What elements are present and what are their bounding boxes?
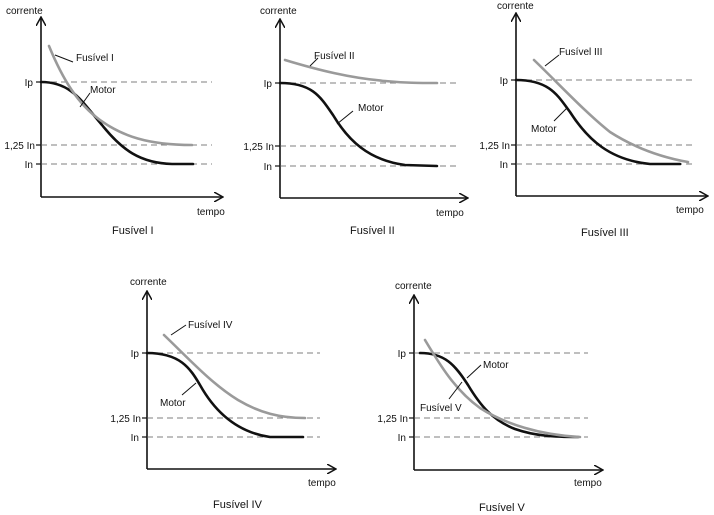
fuse-label: Fusível III xyxy=(559,47,602,58)
caption: Fusível IV xyxy=(213,499,263,511)
in125-label: 1,25 In xyxy=(479,141,510,152)
y-axis-label: corrente xyxy=(497,1,534,12)
y-axis-label: corrente xyxy=(395,281,432,292)
ip-label: Ip xyxy=(398,349,407,360)
motor-leader xyxy=(553,107,568,122)
x-axis-label: tempo xyxy=(676,205,704,216)
caption: Fusível III xyxy=(581,227,629,239)
motor-curve xyxy=(145,351,305,439)
fuse-label: Fusível V xyxy=(420,403,462,414)
caption: Fusível I xyxy=(112,225,154,237)
in125-label: 1,25 In xyxy=(110,414,141,425)
fuse-leader xyxy=(544,54,560,67)
motor-leader xyxy=(466,364,482,379)
motor-label: Motor xyxy=(90,85,116,96)
fuse-curve xyxy=(423,338,582,439)
fuse-curve xyxy=(162,333,307,420)
ip-label: Ip xyxy=(25,78,34,89)
x-axis-label: tempo xyxy=(436,208,464,219)
y-axis-label: corrente xyxy=(260,6,297,17)
caption: Fusível II xyxy=(350,225,395,237)
in125-label: 1,25 In xyxy=(243,142,274,153)
fuse-leader xyxy=(170,324,187,336)
motor-leader xyxy=(181,382,197,396)
panel-fusivel-5: corrente Ip 1,25 In In tempo Fusível V M… xyxy=(377,281,602,514)
motor-curve xyxy=(514,78,682,166)
motor-label: Motor xyxy=(483,360,509,371)
ip-label: Ip xyxy=(264,79,273,90)
fuse-curve xyxy=(47,44,194,147)
in-label: In xyxy=(25,160,33,171)
y-axis-label: corrente xyxy=(6,6,43,17)
y-axis-label: corrente xyxy=(130,277,167,288)
fuse-curve xyxy=(532,58,690,164)
caption: Fusível V xyxy=(479,502,526,514)
motor-curve xyxy=(278,81,439,168)
fuse-label: Fusível I xyxy=(76,53,114,64)
fuse-leader xyxy=(448,381,463,400)
motor-label: Motor xyxy=(531,124,557,135)
x-axis-label: tempo xyxy=(197,207,225,218)
fuse-label: Fusível II xyxy=(314,51,355,62)
panel-fusivel-1: corrente Ip 1,25 In In tempo Fusível I M… xyxy=(4,6,225,237)
panel-fusivel-2: corrente Ip 1,25 In In tempo Fusível II … xyxy=(243,6,467,237)
motor-label: Motor xyxy=(358,103,384,114)
motor-label: Motor xyxy=(160,398,186,409)
fuse-label: Fusível IV xyxy=(188,320,233,331)
panel-fusivel-4: corrente Ip 1,25 In In tempo Fusível IV … xyxy=(110,277,336,511)
in125-label: 1,25 In xyxy=(377,414,408,425)
motor-leader xyxy=(336,110,354,125)
in-label: In xyxy=(131,433,139,444)
fuse-leader xyxy=(309,57,319,67)
fuse-curve xyxy=(283,58,439,85)
x-axis-label: tempo xyxy=(574,478,602,489)
ip-label: Ip xyxy=(131,349,140,360)
x-axis-label: tempo xyxy=(308,478,336,489)
in-label: In xyxy=(500,160,508,171)
in125-label: 1,25 In xyxy=(4,141,35,152)
panel-fusivel-3: corrente Ip 1,25 In In tempo Fusível III… xyxy=(479,1,707,239)
fuse-leader xyxy=(54,54,74,63)
in-label: In xyxy=(264,162,272,173)
ip-label: Ip xyxy=(500,76,509,87)
motor-curve xyxy=(39,80,195,166)
motor-leader xyxy=(79,92,91,108)
in-label: In xyxy=(398,433,406,444)
